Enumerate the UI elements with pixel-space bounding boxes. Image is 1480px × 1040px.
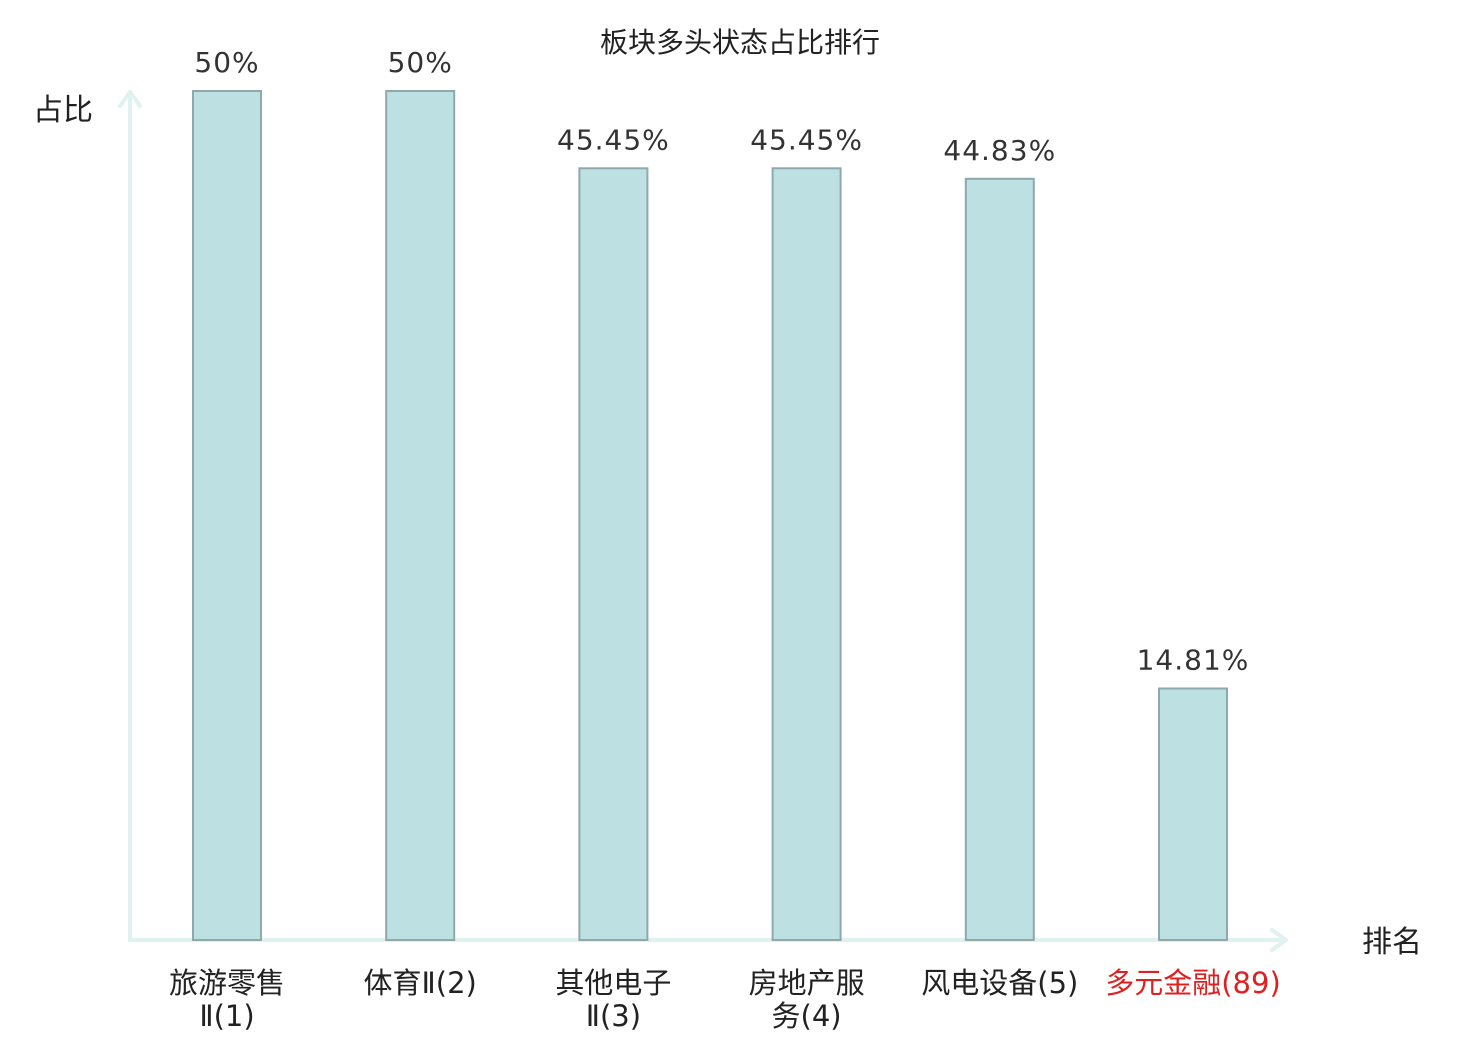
bar-4	[771, 167, 842, 942]
bar-1	[192, 90, 262, 941]
bar-3	[578, 167, 649, 942]
value-label-3: 45.45%	[557, 123, 670, 156]
category-label-1: 旅游零售 Ⅱ(1)	[169, 966, 285, 1033]
category-label-6: 多元金融(89)	[1105, 966, 1281, 1000]
value-label-4: 45.45%	[750, 123, 863, 156]
category-label-3: 其他电子 Ⅱ(3)	[555, 966, 671, 1033]
y-axis-title: 占比	[33, 93, 93, 128]
value-labels-group: 50% 50% 45.45% 45.45% 44.83% 14.81%	[194, 46, 1250, 677]
category-label-4-line-1: 房地产服	[749, 966, 865, 1000]
x-axis-arrow-icon	[1270, 928, 1288, 952]
bar-6	[1158, 687, 1228, 941]
category-label-4-line-2: 务(4)	[772, 999, 842, 1033]
x-axis-title: 排名	[1362, 925, 1422, 960]
value-label-5: 44.83%	[943, 134, 1056, 167]
category-label-1-line-1: 旅游零售	[169, 966, 285, 1000]
category-label-5-line-1: 风电设备(5)	[921, 966, 1078, 1000]
chart-title: 板块多头状态占比排行	[600, 26, 880, 59]
value-label-6: 14.81%	[1137, 644, 1250, 677]
axes	[118, 90, 1288, 952]
category-label-3-line-2: Ⅱ(3)	[586, 999, 641, 1033]
value-label-1: 50%	[194, 46, 259, 79]
category-label-1-line-2: Ⅱ(1)	[199, 999, 254, 1033]
category-label-4: 房地产服务(4)	[749, 966, 865, 1033]
category-labels-group: 旅游零售 Ⅱ(1) 体育Ⅱ(2) 其他电子 Ⅱ(3) 房地产服务(4) 风电设备(5) 多元金…	[169, 966, 1281, 1033]
bar-2	[385, 90, 456, 941]
category-label-2-line-1: 体育Ⅱ(2)	[364, 966, 477, 1000]
value-label-2: 50%	[388, 46, 453, 79]
bar-5	[964, 177, 1035, 942]
category-label-2: 体育Ⅱ(2)	[364, 966, 477, 1000]
category-label-3-line-1: 其他电子	[555, 966, 671, 1000]
category-label-6-line-1: 多元金融(89)	[1105, 966, 1281, 1000]
y-axis-arrow-icon	[118, 90, 142, 108]
category-label-5: 风电设备(5)	[921, 966, 1078, 1000]
bars-group	[192, 90, 1228, 942]
